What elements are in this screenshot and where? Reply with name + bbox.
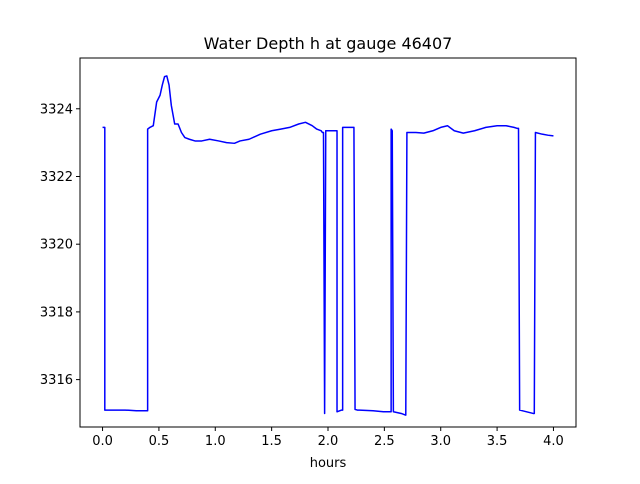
x-tick-label: 2.0 [318,434,339,449]
y-tick-label: 3320 [40,238,73,253]
series-line-0 [102,75,554,416]
x-tick-label: 2.5 [374,434,395,449]
y-tick-label: 3316 [40,373,73,388]
x-axis-ticks: 0.0 0.5 1.0 1.5 2.0 2.5 3.0 3.5 4.0 [92,427,564,449]
x-tick-label: 1.0 [205,434,226,449]
x-tick-label: 1.5 [261,434,282,449]
x-tick-label: 3.5 [487,434,508,449]
y-tick-label: 3318 [40,305,73,320]
x-tick-label: 3.0 [430,434,451,449]
y-tick-label: 3324 [40,102,73,117]
x-tick-label: 0.0 [92,434,113,449]
y-axis-ticks: 3316 3318 3320 3322 3324 [40,102,80,388]
plot-content [102,75,554,416]
chart-title: Water Depth h at gauge 46407 [204,34,453,53]
x-tick-label: 0.5 [149,434,170,449]
y-tick-label: 3322 [40,170,73,185]
x-axis-label: hours [310,456,347,471]
x-tick-label: 4.0 [543,434,564,449]
